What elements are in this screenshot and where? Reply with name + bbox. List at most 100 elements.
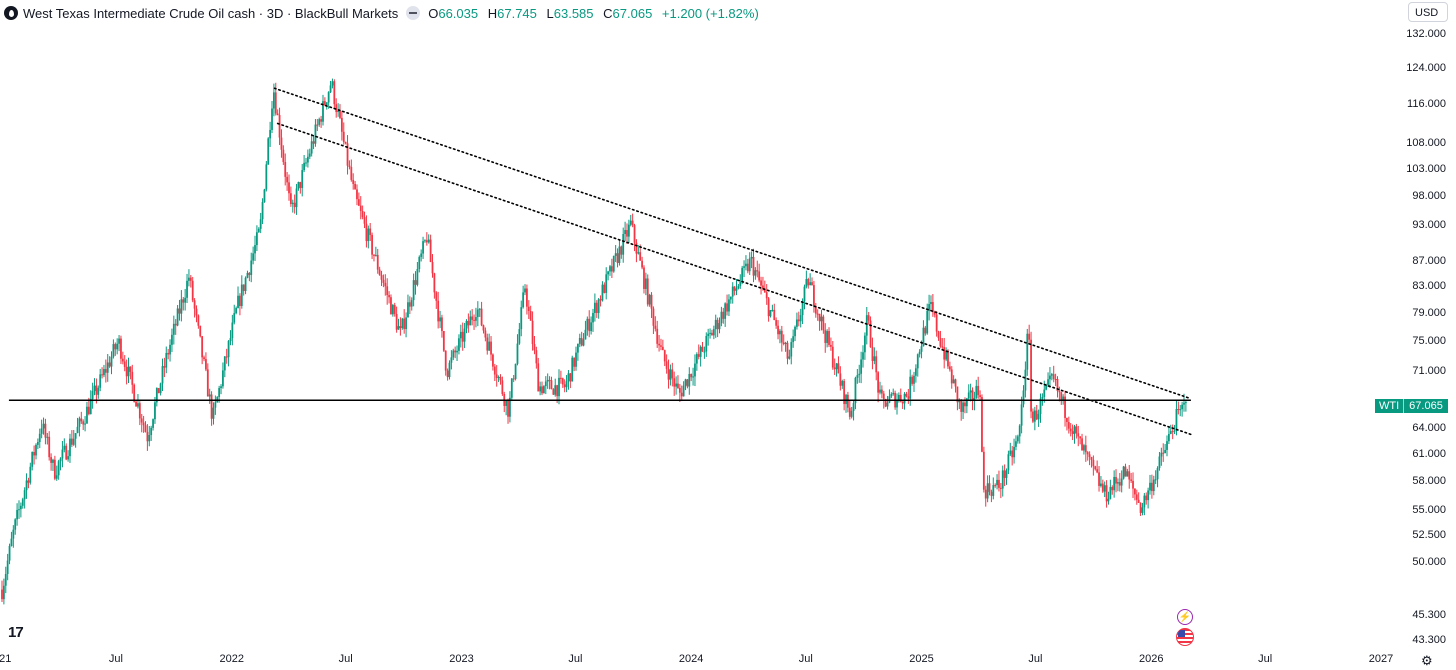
candle-body: [331, 81, 334, 86]
candle-body: [282, 149, 285, 163]
candle-body: [512, 378, 515, 380]
candle-body: [678, 387, 681, 393]
candle-body: [548, 379, 551, 381]
symbol-title[interactable]: West Texas Intermediate Crude Oil cash ·…: [23, 5, 399, 21]
tradingview-logo-icon[interactable]: 17: [8, 624, 24, 641]
candle-body: [1175, 408, 1178, 431]
candle-body: [493, 366, 496, 375]
candle-body: [907, 396, 910, 399]
candle-body: [337, 110, 339, 113]
candle-body: [982, 451, 985, 490]
candle-body: [8, 545, 11, 561]
candle-body: [505, 399, 508, 406]
candle-body: [624, 230, 626, 235]
candle-body: [157, 388, 160, 394]
candle-body: [108, 362, 111, 367]
candle-body: [509, 397, 511, 417]
candle-body: [765, 292, 768, 299]
price-axis[interactable]: USD 132.000 124.000 116.000 108.000 103.000 9…: [1395, 0, 1456, 650]
candle-body: [1109, 486, 1112, 499]
candle-body: [425, 240, 428, 243]
candle-body: [769, 310, 772, 317]
candle-body: [69, 438, 71, 457]
candle-body: [1054, 378, 1057, 380]
candle-body: [692, 376, 694, 378]
candle-body: [952, 379, 955, 384]
candle-body: [811, 282, 813, 286]
candle-body: [407, 302, 409, 318]
candle-body: [46, 436, 49, 438]
candle-body: [510, 378, 513, 398]
y-tick-label: 71.000: [1412, 365, 1446, 378]
candle-body: [1103, 485, 1106, 492]
candle-body: [1132, 480, 1134, 489]
candle-body: [1030, 339, 1032, 412]
candle-body: [1066, 417, 1068, 422]
candle-body: [554, 385, 557, 395]
candle-body: [346, 143, 349, 166]
candle-body: [786, 342, 789, 359]
candle-body: [1137, 499, 1140, 503]
candle-body: [663, 350, 666, 362]
y-tick-label: 43.300: [1412, 633, 1446, 646]
open-value: 66.035: [438, 5, 479, 21]
candle-body: [391, 304, 394, 315]
candle-body: [272, 92, 275, 109]
candle-body: [1039, 398, 1042, 414]
candle-body: [371, 234, 373, 255]
candle-body: [573, 357, 576, 367]
candle-body: [905, 393, 908, 397]
candle-body: [361, 211, 364, 218]
y-tick-label: 132.000: [1406, 28, 1446, 41]
candle-body: [816, 313, 819, 315]
candle-body: [412, 280, 415, 301]
candle-body: [569, 373, 572, 382]
candle-body: [1141, 507, 1144, 513]
candle-body: [896, 399, 898, 408]
candle-body: [1005, 470, 1008, 478]
candle-body: [418, 256, 421, 270]
candle-body: [1041, 396, 1044, 399]
candle-body: [571, 357, 574, 382]
candlestick-chart[interactable]: [0, 0, 1395, 650]
candle-body: [731, 286, 734, 297]
candle-body: [964, 402, 966, 407]
lightning-icon[interactable]: ⚡: [1177, 609, 1193, 625]
candle-body: [12, 529, 15, 539]
candle-body: [1060, 392, 1063, 401]
chart-plot-area[interactable]: [0, 0, 1395, 650]
candle-body: [237, 295, 239, 308]
candle-body: [1, 589, 3, 600]
candle-body: [323, 101, 326, 105]
candle-body: [499, 376, 502, 381]
candle-body: [350, 167, 353, 180]
currency-button[interactable]: USD: [1408, 2, 1448, 22]
collapse-legend-icon[interactable]: [406, 6, 421, 20]
candle-body: [954, 379, 957, 387]
candle-body: [339, 110, 341, 118]
x-tick-label: Jul: [1028, 653, 1043, 665]
us-flag-icon[interactable]: [1176, 628, 1194, 646]
candle-body: [1145, 495, 1148, 501]
candle-body: [248, 272, 251, 275]
candle-body: [943, 347, 946, 360]
candle-body: [543, 386, 545, 394]
low-value: 63.585: [553, 5, 594, 21]
time-axis[interactable]: 021 Jul 2022 Jul 2023 Jul 2024 Jul 2025 Jul 2026 Ju…: [0, 650, 1395, 670]
candle-body: [239, 295, 241, 306]
gear-icon[interactable]: ⚙: [1421, 653, 1433, 668]
candle-body: [863, 335, 866, 353]
candle-body: [393, 304, 396, 314]
candle-body: [656, 328, 659, 344]
candle-body: [847, 394, 849, 408]
candle-body: [1149, 482, 1151, 491]
candle-body: [63, 445, 66, 450]
candle-body: [127, 366, 130, 377]
candle-body: [886, 402, 889, 407]
candle-body: [144, 425, 147, 432]
candle-body: [843, 380, 846, 405]
candle-body: [482, 325, 485, 331]
high-value: 67.745: [497, 5, 537, 21]
candle-body: [4, 574, 7, 586]
candle-body: [363, 217, 366, 224]
